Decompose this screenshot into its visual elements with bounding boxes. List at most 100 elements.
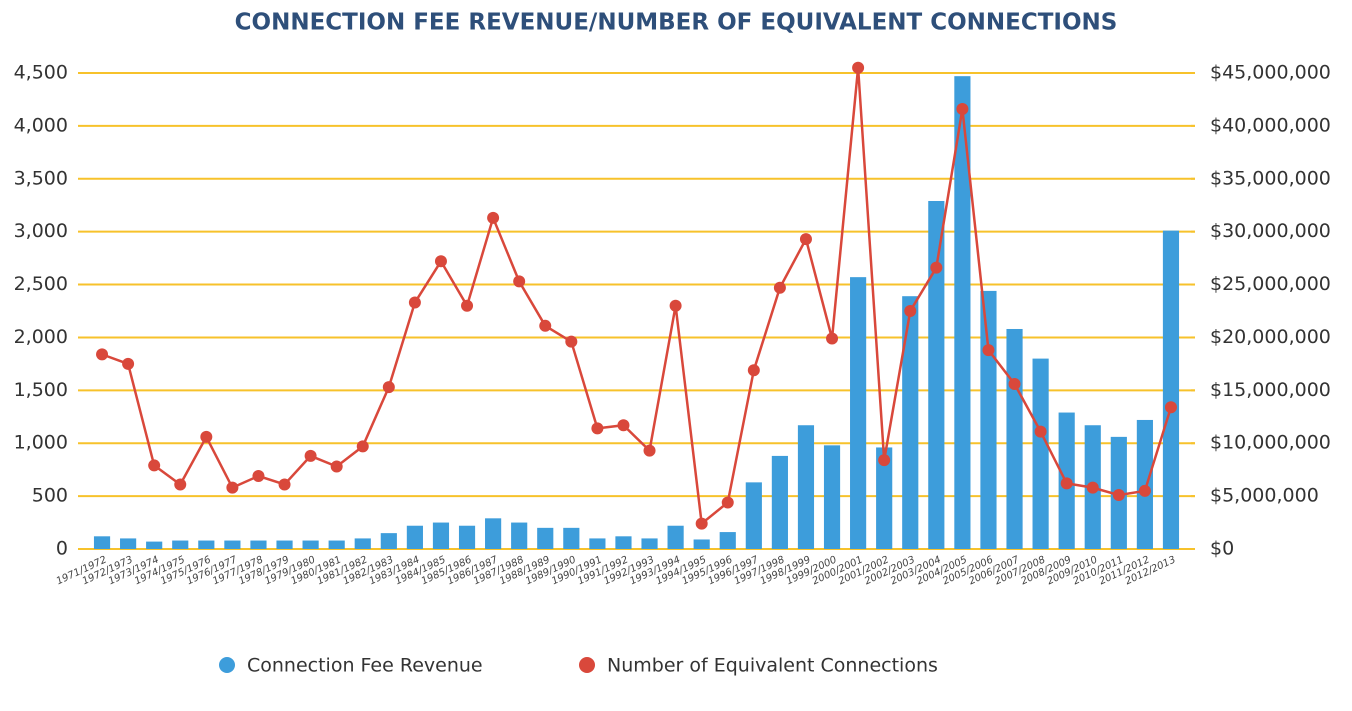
- bar: [146, 541, 163, 549]
- y-tick-label: 2,000: [14, 326, 68, 348]
- bar: [693, 539, 710, 549]
- bar: [224, 540, 241, 549]
- line-point: [773, 281, 786, 294]
- chart-title: CONNECTION FEE REVENUE/NUMBER OF EQUIVAL…: [235, 10, 1118, 36]
- line-point: [1138, 484, 1151, 497]
- bar: [1162, 230, 1180, 549]
- bar: [172, 540, 189, 549]
- line-point: [904, 305, 917, 317]
- y-tick-label: 3,500: [14, 167, 68, 189]
- line-point: [721, 496, 734, 509]
- y-tick-label: 1,000: [14, 432, 68, 454]
- bar: [902, 296, 919, 549]
- bar: [876, 447, 893, 549]
- bar: [1136, 419, 1153, 549]
- line-point: [617, 419, 630, 432]
- line-point: [356, 440, 369, 453]
- bar: [328, 540, 345, 549]
- bar: [537, 527, 554, 549]
- bar: [485, 518, 502, 549]
- line-point: [669, 299, 682, 312]
- bar: [198, 540, 215, 549]
- y-tick-label: 4,000: [14, 114, 68, 136]
- line-point: [799, 233, 812, 246]
- line-point: [930, 261, 943, 274]
- bar: [745, 482, 762, 549]
- y-tick-label: 0: [56, 538, 68, 560]
- bar: [641, 538, 658, 549]
- line-point: [487, 211, 500, 224]
- bar: [667, 525, 684, 549]
- line-point: [330, 460, 343, 473]
- bar: [1032, 358, 1049, 549]
- line-point: [226, 481, 239, 494]
- line-point: [1034, 425, 1047, 438]
- line-point: [826, 332, 839, 345]
- line-point: [408, 296, 421, 309]
- line-point: [148, 459, 161, 472]
- line-point: [1060, 477, 1073, 490]
- line-point: [591, 422, 604, 435]
- bar: [563, 527, 580, 549]
- y-tick-label: 4,500: [14, 62, 68, 84]
- bar: [511, 522, 528, 549]
- line-point: [956, 102, 969, 115]
- bar: [1006, 328, 1023, 549]
- line-point: [982, 344, 995, 357]
- y2-tick-label: $20,000,000: [1210, 326, 1331, 348]
- y-tick-label: 3,000: [14, 220, 68, 242]
- line-point: [200, 430, 213, 443]
- line-point: [461, 299, 474, 312]
- bar: [719, 532, 736, 549]
- legend-marker: [579, 657, 595, 673]
- bar: [823, 445, 841, 549]
- bar: [406, 525, 423, 549]
- y2-tick-label: $45,000,000: [1210, 62, 1331, 84]
- bar: [276, 540, 293, 549]
- line-point: [252, 470, 265, 483]
- bar: [589, 538, 606, 549]
- bar: [380, 533, 397, 549]
- line-point: [539, 319, 552, 332]
- legend-label: Connection Fee Revenue: [247, 655, 483, 677]
- line-point: [96, 348, 109, 361]
- bar: [120, 538, 137, 549]
- bar: [771, 455, 788, 549]
- bar: [432, 522, 450, 549]
- line-point: [643, 444, 656, 457]
- grid: [78, 72, 1195, 550]
- bar: [797, 425, 815, 549]
- bar: [354, 538, 371, 549]
- line-point: [1164, 401, 1177, 414]
- y2-tick-label: $15,000,000: [1210, 379, 1331, 401]
- y2-tick-label: $0: [1210, 538, 1234, 560]
- bar: [954, 76, 971, 549]
- bar: [850, 277, 867, 549]
- y2-tick-label: $40,000,000: [1210, 114, 1331, 136]
- y2-tick-label: $35,000,000: [1210, 167, 1331, 189]
- line-point: [434, 255, 447, 268]
- line-point: [1086, 481, 1099, 494]
- legend-label: Number of Equivalent Connections: [607, 655, 938, 677]
- y-tick-label: 500: [32, 485, 68, 507]
- bar: [93, 536, 111, 549]
- y2-tick-label: $30,000,000: [1210, 220, 1331, 242]
- line-point: [747, 364, 760, 377]
- line-point: [513, 275, 526, 288]
- bar: [928, 200, 945, 550]
- line-point: [878, 454, 891, 467]
- line-point: [304, 449, 317, 462]
- line-point: [122, 357, 135, 370]
- bar: [302, 540, 319, 549]
- y2-tick-label: $25,000,000: [1210, 273, 1331, 295]
- legend-marker: [219, 657, 235, 673]
- line-point: [1112, 489, 1125, 502]
- bar: [980, 290, 997, 549]
- bar: [615, 536, 632, 549]
- y2-tick-label: $5,000,000: [1210, 485, 1319, 507]
- bar: [458, 525, 476, 549]
- y2-tick-label: $10,000,000: [1210, 432, 1331, 454]
- line-point: [1008, 377, 1021, 390]
- y-tick-label: 1,500: [14, 379, 68, 401]
